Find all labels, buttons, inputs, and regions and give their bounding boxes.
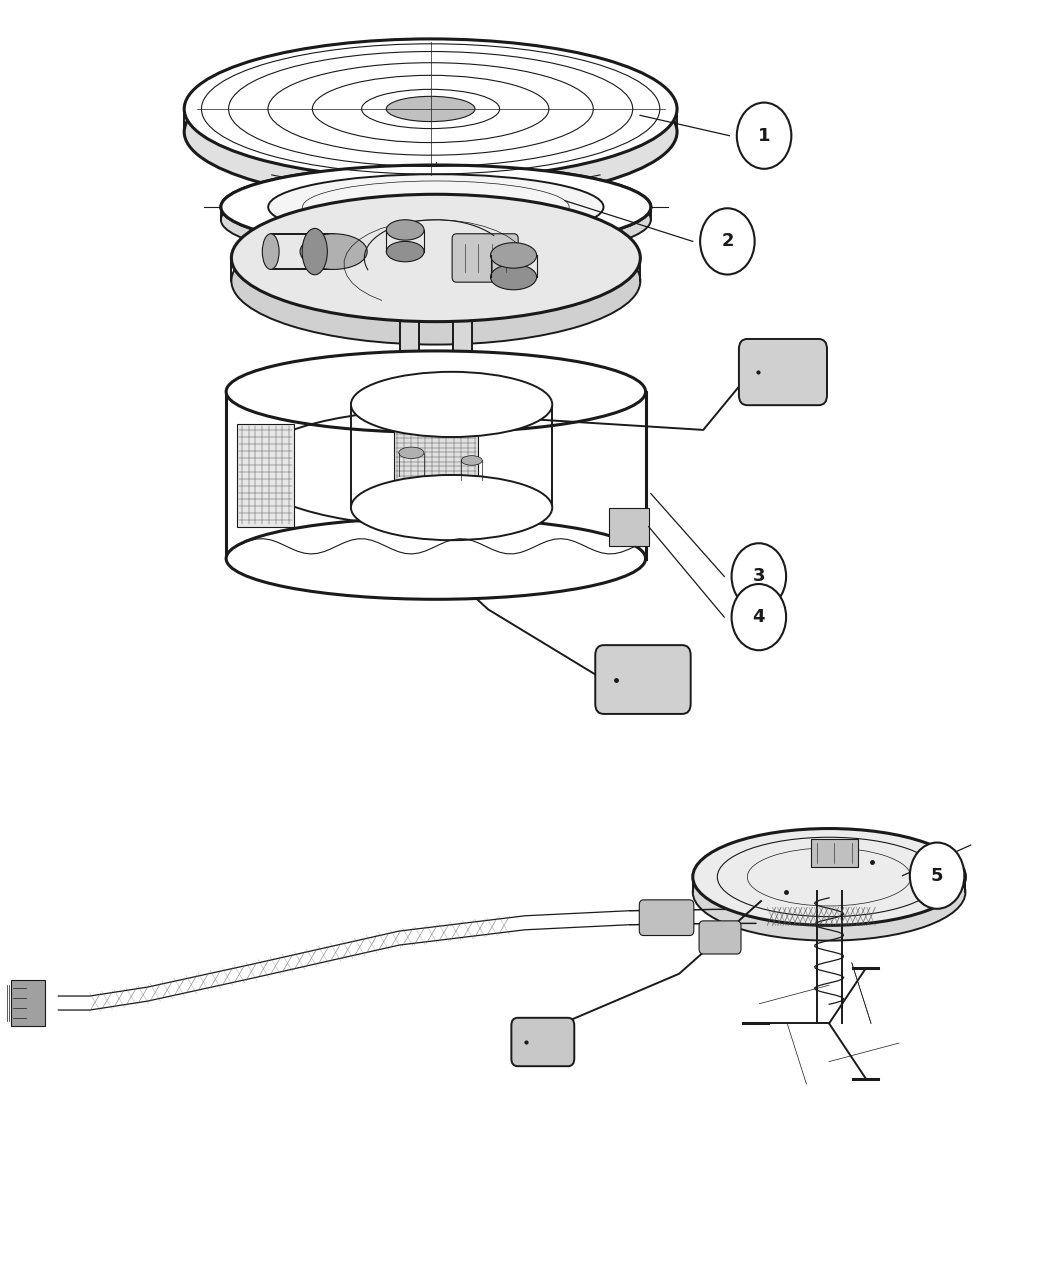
Ellipse shape [386, 241, 424, 261]
Ellipse shape [693, 829, 965, 926]
Ellipse shape [490, 242, 537, 268]
Ellipse shape [300, 233, 367, 269]
Bar [811, 839, 858, 867]
Ellipse shape [386, 219, 424, 240]
Text: 3: 3 [753, 567, 765, 585]
Text: 4: 4 [753, 608, 765, 626]
FancyBboxPatch shape [511, 1017, 574, 1066]
Bar [12, 980, 45, 1026]
Ellipse shape [386, 97, 475, 121]
Ellipse shape [302, 228, 328, 275]
Ellipse shape [184, 40, 677, 179]
Ellipse shape [231, 217, 640, 344]
FancyBboxPatch shape [739, 339, 827, 405]
Ellipse shape [220, 177, 651, 261]
Bar [400, 258, 419, 391]
Circle shape [732, 584, 786, 650]
Circle shape [732, 543, 786, 609]
Ellipse shape [461, 455, 482, 465]
FancyBboxPatch shape [639, 900, 694, 936]
Text: 1: 1 [758, 126, 771, 144]
Ellipse shape [184, 61, 677, 201]
FancyBboxPatch shape [595, 645, 691, 714]
Circle shape [737, 102, 792, 168]
Ellipse shape [220, 164, 651, 249]
Ellipse shape [351, 476, 552, 541]
Ellipse shape [226, 351, 646, 432]
FancyBboxPatch shape [699, 921, 741, 954]
Ellipse shape [351, 372, 552, 437]
Circle shape [700, 208, 755, 274]
Bar [394, 430, 478, 507]
Ellipse shape [231, 194, 640, 321]
Bar [453, 258, 471, 391]
Ellipse shape [490, 264, 537, 289]
Bar [236, 423, 294, 527]
Text: 5: 5 [931, 867, 943, 885]
Bar [609, 507, 649, 546]
Ellipse shape [220, 164, 651, 249]
Text: 2: 2 [721, 232, 734, 250]
Ellipse shape [226, 518, 646, 599]
Circle shape [910, 843, 964, 909]
Ellipse shape [693, 844, 965, 941]
Ellipse shape [399, 448, 424, 459]
FancyBboxPatch shape [453, 233, 519, 282]
Ellipse shape [268, 175, 604, 240]
Ellipse shape [262, 233, 279, 269]
